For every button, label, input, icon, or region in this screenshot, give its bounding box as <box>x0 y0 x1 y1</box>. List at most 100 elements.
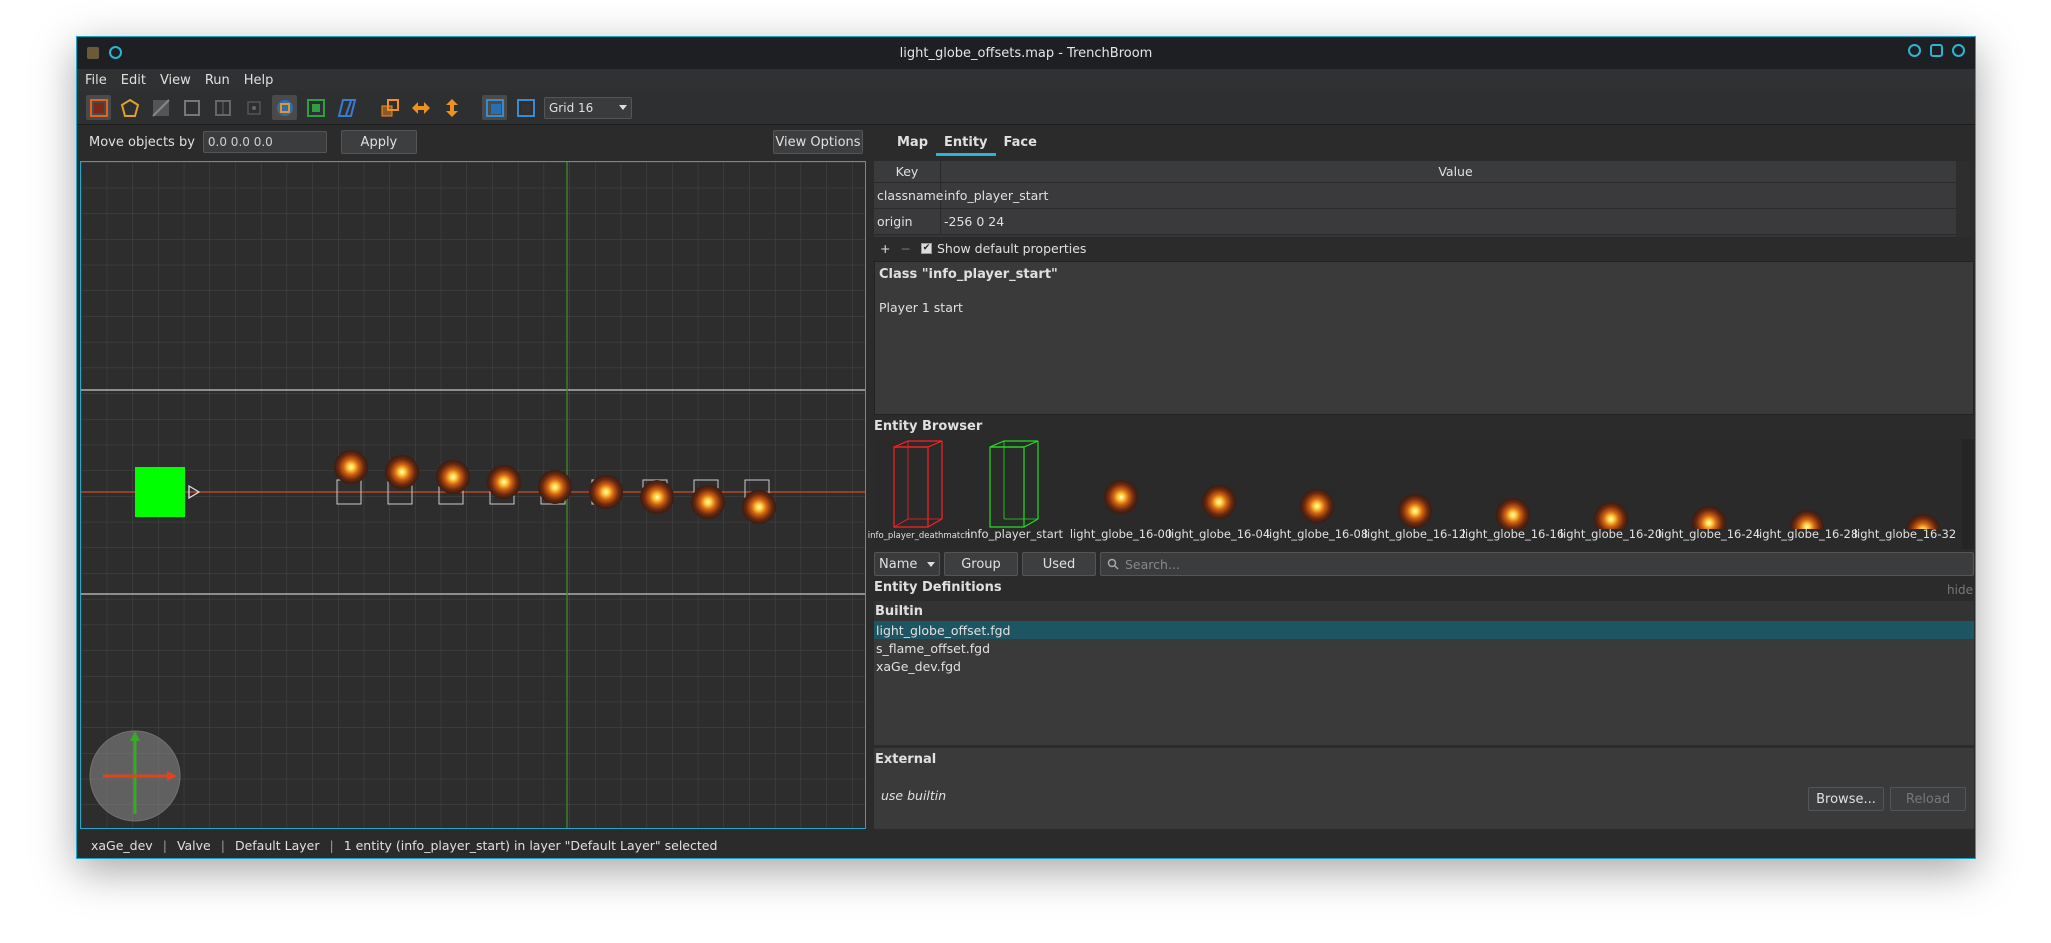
column-header-value[interactable]: Value <box>1438 164 1473 179</box>
table-row[interactable]: classname info_player_start <box>874 183 1970 209</box>
view-options-button[interactable]: View Options <box>773 130 863 154</box>
entity-tile[interactable]: light_globe_16-20 <box>1560 439 1662 549</box>
properties-scrollbar[interactable] <box>1956 161 1970 237</box>
entity-tile[interactable]: light_globe_16-08 <box>1266 439 1368 549</box>
face-tool-icon <box>246 100 261 115</box>
list-item[interactable]: light_globe_offset.fgd <box>874 621 1974 639</box>
chevron-down-icon <box>619 104 627 110</box>
show-default-label: Show default properties <box>936 240 1087 256</box>
rotate-tool-icon <box>276 99 293 116</box>
list-item[interactable]: s_flame_offset.fgd <box>876 640 991 656</box>
entity-tile[interactable]: light_globe_16-28 <box>1756 439 1858 549</box>
table-row[interactable]: origin -256 0 24 <box>874 209 1970 235</box>
maximize-icon[interactable] <box>1930 44 1943 57</box>
builtin-header: Builtin <box>874 601 1974 621</box>
face-tool-button[interactable] <box>241 95 266 120</box>
entity-browser[interactable]: info_player_deathmatch info_player_start… <box>868 439 1974 549</box>
shear-tool-button[interactable] <box>334 95 359 120</box>
menu-help[interactable]: Help <box>243 72 274 88</box>
duplicate-button[interactable] <box>377 95 402 120</box>
entity-tile[interactable]: info_player_deathmatch <box>868 439 970 549</box>
select-tool-icon <box>89 98 108 117</box>
grid-size-value: Grid 16 <box>549 100 594 115</box>
used-toggle-button[interactable]: Used <box>1022 552 1096 576</box>
entity-tile-label: light_globe_16-16 <box>1461 527 1565 541</box>
show-default-checkbox[interactable]: ✔ <box>920 242 932 254</box>
menu-run[interactable]: Run <box>204 72 230 88</box>
map-view-pane: Move objects by 0.0 0.0 0.0 Apply View O… <box>77 126 870 832</box>
entity-tile[interactable]: light_globe_16-32 <box>1854 439 1956 549</box>
reload-button[interactable]: Reload <box>1890 787 1966 811</box>
add-property-button[interactable]: + <box>880 240 891 256</box>
browse-button[interactable]: Browse... <box>1808 787 1884 811</box>
flip-vertical-button[interactable] <box>439 95 464 120</box>
property-value[interactable]: info_player_start <box>944 188 1049 203</box>
flip-horizontal-button[interactable] <box>408 95 433 120</box>
flip-horizontal-icon <box>411 101 430 114</box>
external-definitions-panel: External use builtin Browse... Reload <box>874 748 1974 829</box>
tab-entity[interactable]: Entity <box>936 126 996 158</box>
scale-tool-button[interactable] <box>303 95 328 120</box>
menu-view[interactable]: View <box>159 72 191 88</box>
move-objects-label: Move objects by <box>89 134 195 150</box>
brush-tool-button[interactable] <box>117 95 142 120</box>
menu-file[interactable]: File <box>85 72 107 88</box>
hide-link[interactable]: hide <box>1947 583 1973 597</box>
search-placeholder: Search... <box>1125 556 1180 572</box>
light-globe-icon <box>1300 489 1334 523</box>
group-toggle-button[interactable]: Group <box>944 552 1018 576</box>
entity-browser-title: Entity Browser <box>874 419 983 434</box>
entity-tile[interactable]: light_globe_16-24 <box>1658 439 1760 549</box>
external-value: use builtin <box>881 788 947 803</box>
sort-select-value: Name <box>879 556 918 572</box>
list-item[interactable]: xaGe_dev.fgd <box>876 658 961 674</box>
entity-tile-label: light_globe_16-00 <box>1069 527 1173 541</box>
apply-button[interactable]: Apply <box>340 130 417 154</box>
select-tool-button[interactable] <box>86 95 111 120</box>
edge-tool-icon <box>214 99 231 116</box>
light-globe-icon <box>1906 514 1940 529</box>
vertex-tool-button[interactable] <box>179 95 204 120</box>
inspector-tabs: Map Entity Face <box>871 126 1045 158</box>
status-separator: | <box>162 838 167 853</box>
entity-tile-label: light_globe_16-28 <box>1755 527 1859 541</box>
tab-map[interactable]: Map <box>897 134 929 150</box>
player-start-entity[interactable] <box>135 467 201 517</box>
move-offset-input[interactable]: 0.0 0.0 0.0 <box>202 131 327 153</box>
entity-tile[interactable]: light_globe_16-16 <box>1462 439 1564 549</box>
external-header: External <box>875 751 937 767</box>
sort-select[interactable]: Name <box>874 552 940 576</box>
vertex-tool-icon <box>183 99 200 116</box>
minimize-icon[interactable] <box>1908 44 1921 57</box>
entity-search-input[interactable]: Search... <box>1100 552 1974 576</box>
edge-tool-button[interactable] <box>210 95 235 120</box>
rotate-tool-button[interactable] <box>272 95 297 120</box>
keep-above-icon[interactable] <box>109 46 122 59</box>
class-info-panel: Class "info_player_start" Player 1 start <box>874 261 1974 415</box>
remove-property-button[interactable]: − <box>900 240 911 256</box>
move-objects-bar: Move objects by 0.0 0.0 0.0 Apply View O… <box>77 126 870 158</box>
light-globe-icon <box>1692 506 1726 529</box>
column-header-key[interactable]: Key <box>874 161 941 182</box>
app-icon <box>87 46 99 59</box>
2d-viewport[interactable] <box>80 161 866 829</box>
entity-properties-table: Key Value classname info_player_start or… <box>874 161 1970 237</box>
entity-tile[interactable]: light_globe_16-04 <box>1168 439 1270 549</box>
light-globe-icon <box>1398 494 1432 528</box>
entity-browser-scrollbar[interactable] <box>1962 439 1974 549</box>
entity-tile[interactable]: info_player_start <box>967 439 1063 549</box>
clip-tool-button[interactable] <box>148 95 173 120</box>
texture-lock-icon <box>485 98 504 117</box>
light-globe-entities[interactable] <box>334 450 776 524</box>
uv-lock-button[interactable] <box>513 95 538 120</box>
menu-edit[interactable]: Edit <box>120 72 146 88</box>
texture-lock-button[interactable] <box>482 95 507 120</box>
grid-size-select[interactable]: Grid 16 <box>544 96 632 119</box>
entity-tile[interactable]: light_globe_16-12 <box>1364 439 1466 549</box>
entity-tile[interactable]: light_globe_16-00 <box>1070 439 1172 549</box>
close-icon[interactable] <box>1952 44 1965 57</box>
property-value[interactable]: -256 0 24 <box>944 214 1005 229</box>
entity-tile-label: light_globe_16-20 <box>1559 527 1663 541</box>
tab-face[interactable]: Face <box>1003 134 1037 150</box>
entity-tile-label: info_player_start <box>967 527 1064 541</box>
